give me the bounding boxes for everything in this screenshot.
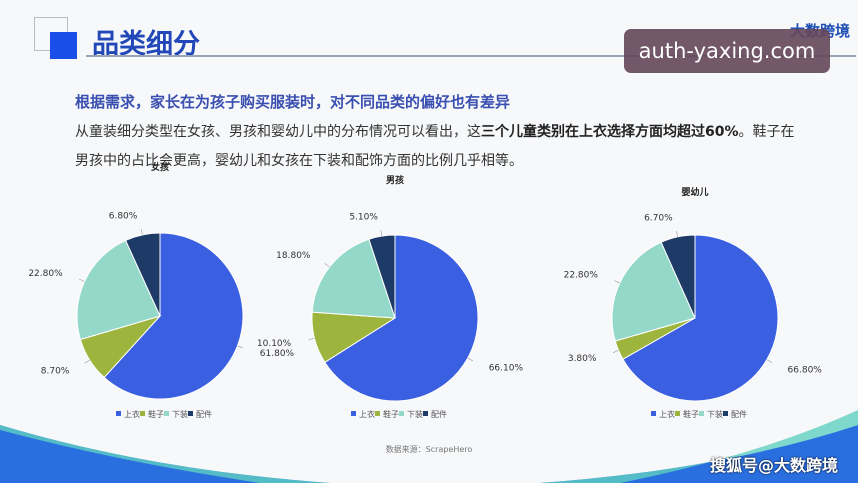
legend-swatch — [375, 411, 380, 416]
pie-slice-上衣 — [103, 232, 244, 400]
leader-line — [676, 230, 678, 237]
leader-line — [308, 337, 315, 340]
legend-label: 上衣 — [359, 409, 375, 419]
leader-line — [380, 230, 383, 237]
chart-title: 婴幼儿 — [681, 186, 708, 198]
watermark-badge: auth-yaxing.com — [624, 29, 830, 73]
pie-slice-配件 — [660, 234, 696, 319]
legend-label: 上衣 — [659, 409, 675, 419]
legend-label: 上衣 — [124, 409, 140, 419]
leader-line — [140, 228, 143, 235]
leader-line — [78, 278, 85, 282]
leader-line — [766, 359, 773, 363]
legend-label: 下装 — [172, 409, 188, 419]
para-bold: 三个儿童类别在上衣选择方面均超过60% — [481, 124, 739, 140]
data-label: 6.80% — [109, 211, 138, 221]
legend-swatch — [399, 411, 404, 416]
legend-swatch — [675, 411, 680, 416]
title-decoration-block — [50, 32, 77, 59]
legend-label: 配件 — [196, 409, 212, 419]
pie-slice-下装 — [311, 238, 396, 319]
pie-chart-2: 婴幼儿 66.80% 3.80% 22.80% 6.70% 上衣 鞋子 下装 配件 — [564, 186, 823, 419]
data-label: 61.80% — [260, 349, 295, 359]
pie-chart-1: 男孩 66.10% 10.10% 18.80% 5.10% 上衣 鞋子 下装 配件 — [257, 174, 524, 419]
leader-line — [614, 280, 620, 284]
legend-label: 下装 — [707, 409, 723, 419]
legend-swatch — [164, 411, 169, 416]
data-label: 10.10% — [257, 339, 292, 349]
legend-label: 配件 — [431, 409, 447, 419]
legend-label: 鞋子 — [683, 409, 699, 419]
legend-swatch — [423, 411, 428, 416]
legend-swatch — [188, 411, 193, 416]
chart-title: 女孩 — [151, 161, 169, 173]
pie-slice-配件 — [368, 234, 396, 319]
page-title: 品类细分 — [92, 29, 200, 60]
legend-swatch — [116, 411, 121, 416]
section-subtitle: 根据需求，家长在为孩子购买服装时，对不同品类的偏好也有差异 — [75, 93, 511, 111]
data-label: 18.80% — [276, 251, 311, 261]
footer-watermark: 搜狐号@大数跨境 — [709, 456, 838, 475]
pie-chart-0: 女孩 61.80% 8.70% 22.80% 6.80% 上衣 鞋子 下装 配件 — [28, 161, 294, 419]
para-text: 。鞋子在男孩中的占比会更高，婴幼儿和女孩在下装和配饰方面的比例几乎相等。 — [75, 124, 795, 169]
pie-slice-下装 — [76, 239, 161, 341]
legend-label: 配件 — [731, 409, 747, 419]
legend-swatch — [651, 411, 656, 416]
description-paragraph: 从童装细分类型在女孩、男孩和婴幼儿中的分布情况可以看出，这三个儿童类别在上衣选择… — [75, 118, 795, 176]
data-label: 5.10% — [349, 212, 378, 222]
leader-line — [84, 359, 90, 364]
pie-slice-配件 — [124, 232, 161, 317]
pie-slice-上衣 — [324, 234, 479, 402]
chart-title: 男孩 — [386, 174, 404, 186]
legend-swatch — [699, 411, 704, 416]
legend-label: 下装 — [407, 409, 423, 419]
data-label: 66.80% — [788, 366, 823, 376]
legend-swatch — [140, 411, 145, 416]
leader-line — [612, 350, 619, 353]
legend-label: 鞋子 — [383, 409, 399, 419]
leader-line — [324, 263, 330, 268]
legend-swatch — [351, 411, 356, 416]
data-label: 22.80% — [28, 269, 63, 279]
data-source: 数据来源：ScrapeHero — [385, 445, 473, 454]
legend-label: 鞋子 — [148, 409, 164, 419]
leader-line — [237, 345, 244, 349]
para-text: 从童装细分类型在女孩、男孩和婴幼儿中的分布情况可以看出，这 — [75, 124, 481, 140]
legend-swatch — [723, 411, 728, 416]
data-label: 22.80% — [564, 271, 599, 281]
data-label: 66.10% — [489, 364, 524, 374]
data-label: 3.80% — [568, 354, 597, 364]
title-underline — [86, 55, 856, 57]
data-label: 6.70% — [644, 213, 673, 223]
data-label: 8.70% — [41, 367, 70, 377]
leader-line — [467, 357, 474, 362]
